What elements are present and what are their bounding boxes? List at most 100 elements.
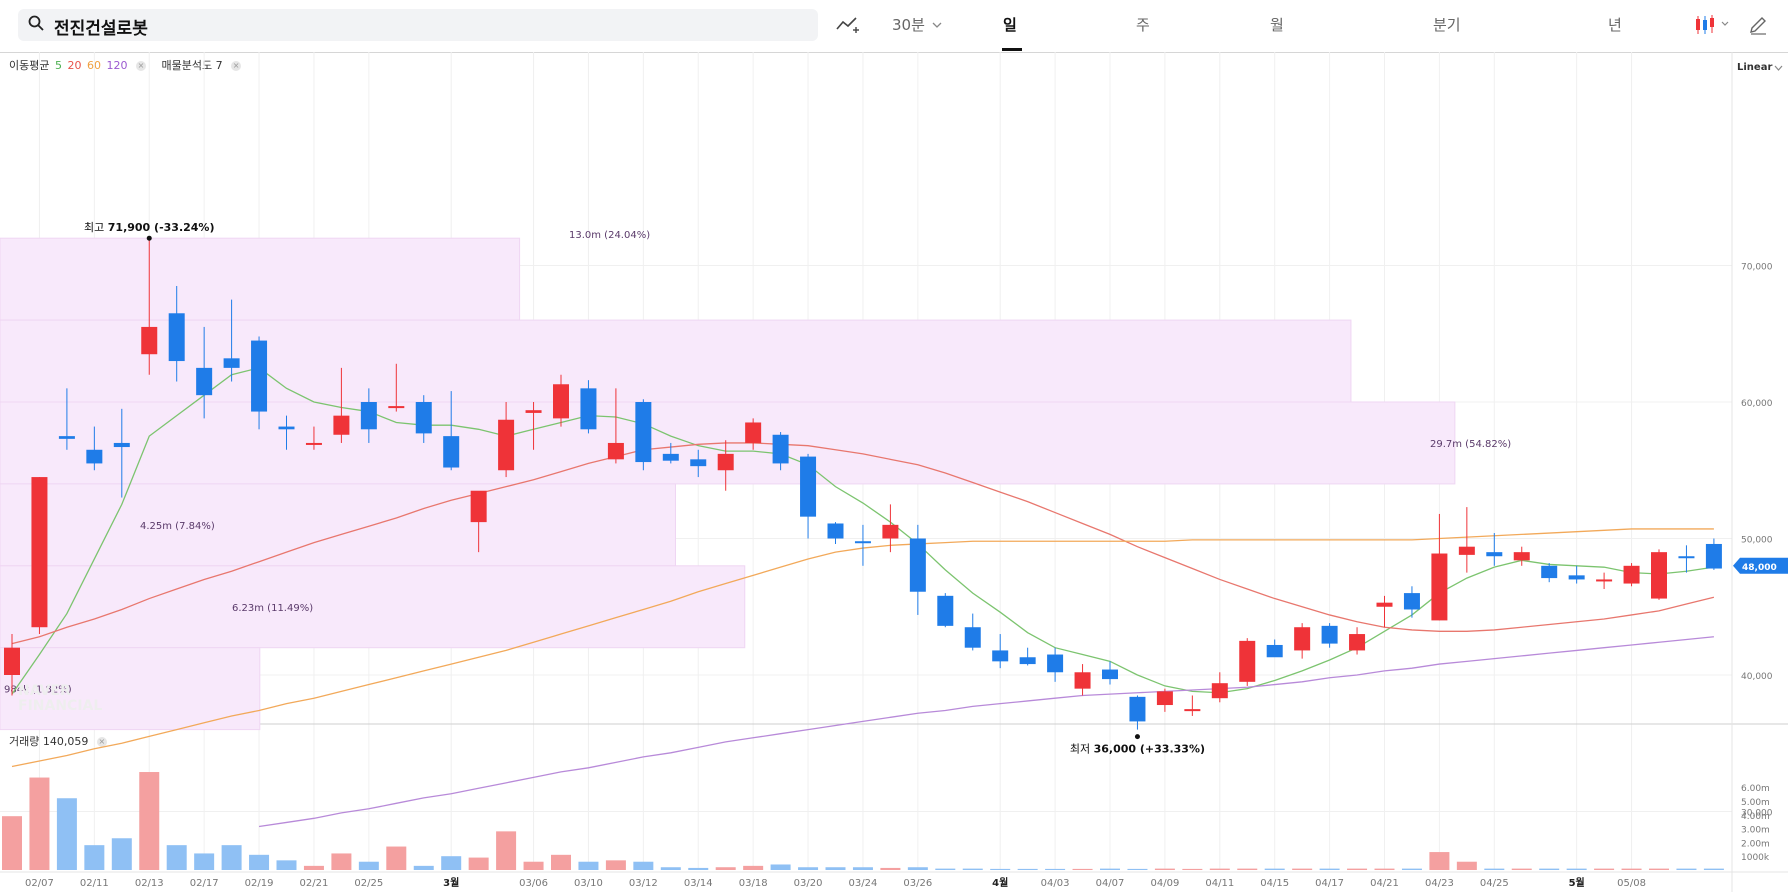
stock-name: 전진건설로봇 — [54, 19, 148, 39]
candle-body — [1239, 640, 1256, 682]
candle-body — [1513, 552, 1530, 561]
volume-bar — [468, 857, 489, 870]
tab-day[interactable]: 일 — [1003, 16, 1017, 34]
volume-profile-label: 6.23m (11.49%) — [232, 603, 313, 614]
watermark-text: FINANCIAL — [18, 698, 102, 714]
volume-bar — [1154, 868, 1175, 870]
ma-remove-icon[interactable]: × — [135, 61, 146, 71]
candle-body — [635, 402, 652, 463]
candle-body — [690, 459, 707, 467]
x-tick-label: 03/12 — [629, 878, 658, 889]
volume-bar — [1374, 868, 1395, 870]
volume-bar — [907, 867, 928, 870]
volume-bar — [770, 864, 791, 870]
trend-line-plus-icon[interactable] — [836, 15, 860, 35]
candle-body — [580, 388, 597, 430]
candle-body — [86, 449, 103, 464]
tab-week[interactable]: 주 — [1136, 16, 1150, 34]
volume-profile-band — [0, 565, 746, 649]
candle-body — [168, 313, 185, 362]
candle-body — [772, 434, 789, 464]
interval-select[interactable]: 30분 — [892, 16, 925, 34]
scale-select[interactable]: Linear — [1737, 62, 1774, 73]
volume-tick-label: 1000k — [1741, 853, 1770, 863]
candle-body — [607, 442, 624, 460]
volume-bar — [139, 772, 160, 870]
volume-bar — [1292, 868, 1313, 870]
candle-body — [443, 436, 460, 468]
volume-bar — [358, 861, 379, 870]
x-tick-label: 04/11 — [1205, 878, 1234, 889]
candle-body — [1349, 634, 1366, 651]
candle-body — [196, 367, 213, 396]
volume-bar — [1484, 868, 1505, 870]
candle-body — [1102, 669, 1118, 680]
ma-120-label: 120 — [106, 59, 128, 72]
volume-bar — [111, 838, 132, 870]
x-tick-label: 04/15 — [1260, 878, 1289, 889]
tab-quarter[interactable]: 분기 — [1433, 16, 1461, 34]
candle-body — [1376, 602, 1393, 607]
volume-bar — [1676, 868, 1697, 870]
candlestick-icon[interactable] — [1694, 14, 1730, 36]
candle-body — [745, 422, 762, 443]
candle-body — [1596, 579, 1613, 582]
candle-body — [1541, 565, 1558, 579]
profile-remove-icon[interactable]: × — [231, 61, 242, 71]
x-tick-label: 04/17 — [1315, 878, 1344, 889]
volume-bar — [1264, 868, 1285, 870]
scale-chevron-icon[interactable] — [1774, 65, 1783, 72]
price-tick-label: 70,000 — [1741, 263, 1773, 273]
candle-body — [1019, 657, 1036, 665]
x-tick-label: 02/13 — [135, 878, 164, 889]
candle-body — [113, 442, 130, 448]
volume-profile-label: 29.7m (54.82%) — [1430, 439, 1511, 450]
tab-year[interactable]: 년 — [1608, 16, 1622, 34]
x-tick-label: 03/24 — [849, 878, 878, 889]
candle-body — [388, 406, 405, 409]
ma20-line — [11, 442, 1715, 645]
volume-bar — [249, 854, 270, 870]
candle-body — [1431, 553, 1448, 621]
volume-remove-icon[interactable]: × — [96, 737, 107, 747]
stock-search-box[interactable]: 전진건설로봇 — [18, 9, 818, 41]
volume-bar — [1621, 868, 1642, 870]
x-tick-label: 04/25 — [1480, 878, 1509, 889]
candle-body — [223, 358, 240, 368]
volume-bar — [1401, 868, 1422, 870]
pencil-icon[interactable] — [1748, 15, 1768, 35]
x-tick-label: 03/20 — [794, 878, 823, 889]
volume-tick-label: 4.00m — [1741, 812, 1770, 822]
chevron-down-icon[interactable] — [932, 21, 942, 29]
volume-bar — [194, 853, 215, 870]
volume-bar — [496, 831, 517, 870]
x-tick-label: 03/14 — [684, 878, 713, 889]
candle-body — [1184, 709, 1201, 712]
candle-body — [31, 477, 48, 628]
candle-body — [662, 453, 679, 461]
low-marker — [1134, 734, 1140, 740]
candle-body — [1129, 696, 1146, 722]
x-tick-label: 03/06 — [519, 878, 548, 889]
volume-bar — [2, 816, 22, 870]
candle-body — [525, 410, 542, 413]
volume-bar — [825, 867, 846, 870]
volume-bar — [605, 860, 626, 870]
watermark-text: NAVER — [18, 683, 71, 699]
volume-bar — [1539, 868, 1560, 870]
volume-bar — [413, 865, 434, 870]
volume-bar — [688, 867, 709, 870]
volume-bar — [1594, 868, 1615, 870]
candle-body — [1486, 552, 1503, 557]
candle-body — [909, 538, 926, 592]
x-tick-label: 04/07 — [1096, 878, 1125, 889]
candle-body — [415, 402, 432, 434]
tab-month[interactable]: 월 — [1270, 16, 1284, 34]
candle-body — [553, 384, 569, 419]
candle-body — [1705, 543, 1722, 569]
candle-body — [827, 523, 844, 539]
candle-body — [1156, 691, 1173, 706]
volume-bar — [1429, 852, 1450, 870]
volume-bar — [852, 867, 873, 870]
